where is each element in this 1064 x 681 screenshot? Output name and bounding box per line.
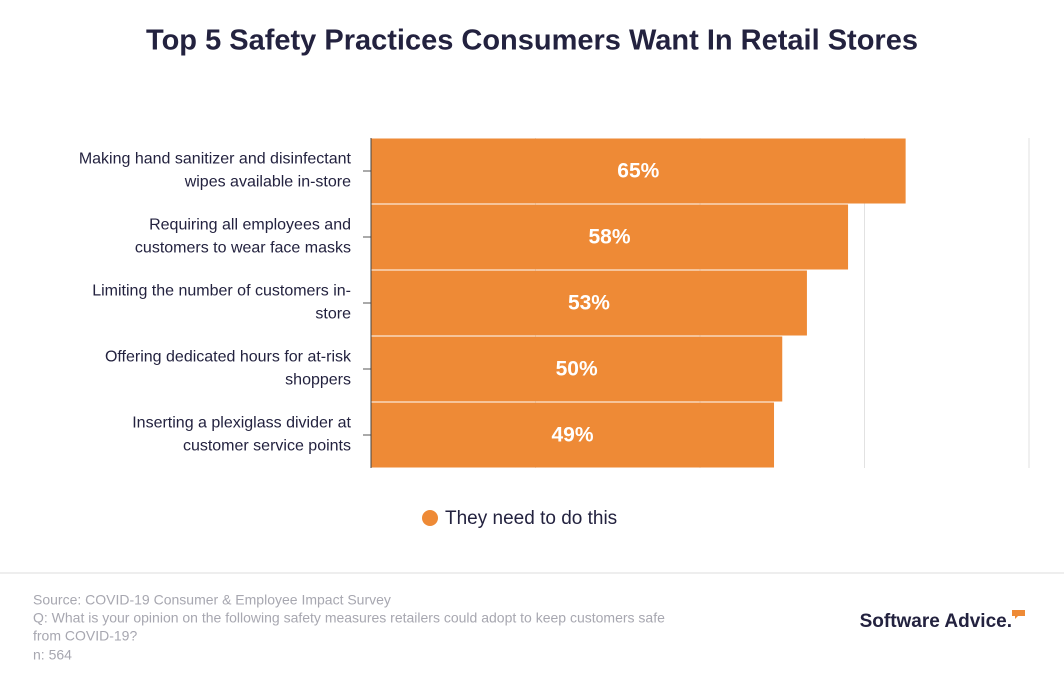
bar [371,270,807,336]
legend-swatch [422,510,438,526]
y-tick-label: Requiring all employees and [149,217,351,234]
y-tick-label: Limiting the number of customers in- [92,283,351,300]
sample-size: n: 564 [33,647,72,663]
value-label: 65% [617,160,659,183]
y-tick-label: store [315,306,351,323]
y-tick-label: Offering dedicated hours for at-risk [105,349,352,366]
bar [371,204,849,270]
logo: Software Advice. [860,611,1012,632]
chart-title: Top 5 Safety Practices Consumers Want In… [146,25,918,57]
source: Source: COVID-19 Consumer & Employee Imp… [33,592,391,608]
value-label: 49% [551,424,593,447]
y-tick-label: Inserting a plexiglass divider at [132,415,351,432]
y-tick-label: customers to wear face masks [135,240,351,257]
value-label: 50% [556,358,598,381]
y-tick-label: wipes available in-store [184,174,351,191]
question: Q: What is your opinion on the following… [33,610,665,626]
y-tick-label: Making hand sanitizer and disinfectant [79,151,352,168]
y-tick-label: customer service points [183,438,351,455]
value-label: 58% [589,226,631,249]
bar [371,402,775,468]
logo-icon [1012,610,1025,619]
y-tick-label: shoppers [285,372,351,389]
bar [371,336,783,402]
legend-label: They need to do this [445,508,617,529]
question: from COVID-19? [33,628,137,644]
value-label: 53% [568,292,610,315]
bar [371,138,906,204]
